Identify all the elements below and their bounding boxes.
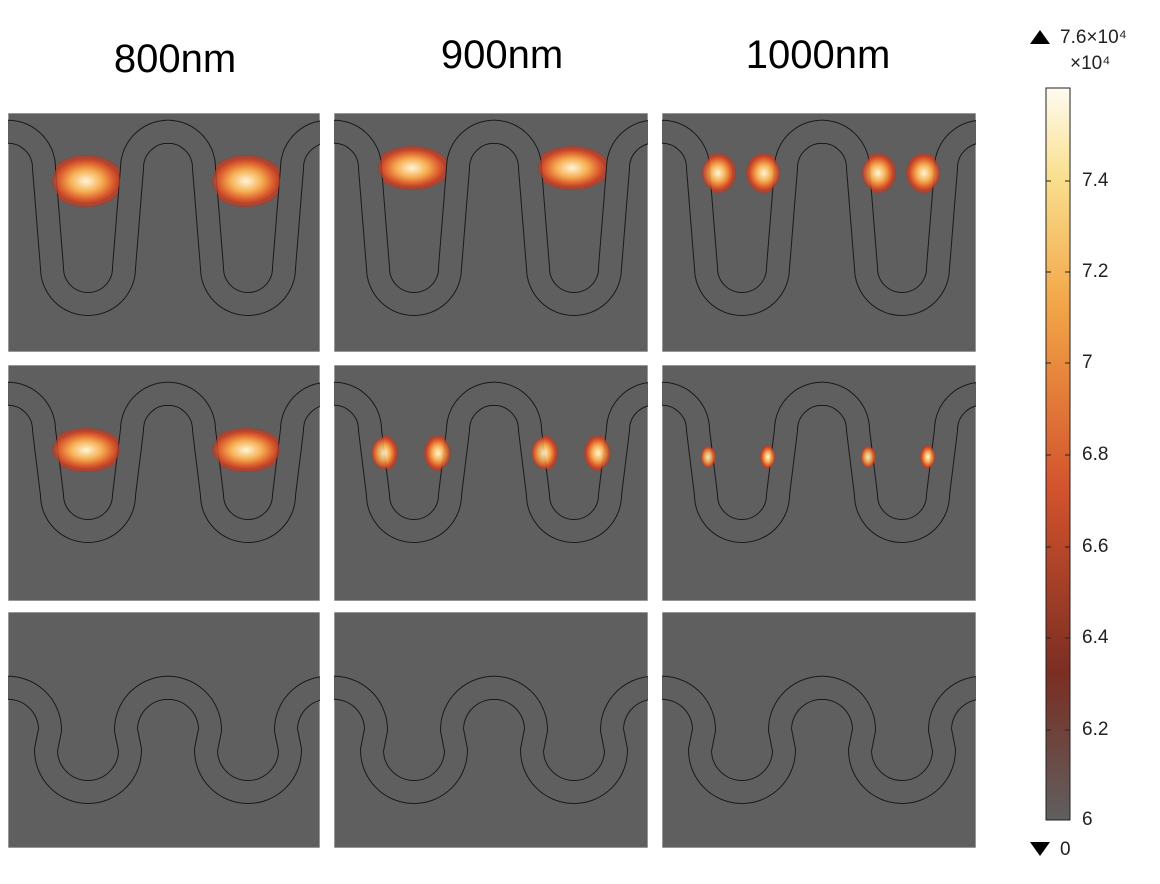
colorbar-tick-label: 7.4 bbox=[1082, 170, 1109, 191]
waveguide-core bbox=[8, 120, 320, 315]
field-hotspot bbox=[537, 148, 607, 188]
field-hotspot bbox=[211, 157, 281, 205]
field-hotspot bbox=[211, 430, 281, 470]
field-panel bbox=[334, 113, 648, 352]
waveguide-core bbox=[334, 120, 648, 315]
panels bbox=[8, 113, 976, 848]
field-hotspot bbox=[860, 446, 876, 468]
colorbar-tick-label: 6.4 bbox=[1082, 627, 1109, 648]
column-title: 1000nm bbox=[746, 33, 891, 77]
field-hotspot bbox=[531, 436, 557, 470]
colorbar-tick-label: 6.8 bbox=[1082, 444, 1108, 465]
waveguide-core bbox=[662, 120, 976, 315]
field-hotspot bbox=[747, 155, 781, 191]
field-hotspot bbox=[425, 436, 451, 470]
colorbar-min: 0 bbox=[1060, 839, 1071, 860]
field-hotspot bbox=[760, 446, 776, 468]
field-panel bbox=[334, 365, 648, 601]
waveguide-core bbox=[662, 382, 976, 542]
column-title: 800nm bbox=[114, 37, 236, 81]
waveguide-core bbox=[662, 676, 976, 803]
min-arrow bbox=[1030, 842, 1050, 856]
field-panel bbox=[334, 612, 648, 848]
field-hotspot bbox=[700, 446, 716, 468]
colorbar-unit: ×10⁴ bbox=[1070, 53, 1110, 74]
field-hotspot bbox=[861, 155, 895, 191]
waveguide-core bbox=[334, 382, 648, 542]
colorbar-tick-label: 6.6 bbox=[1082, 536, 1108, 557]
field-hotspot bbox=[377, 148, 447, 188]
field-panel bbox=[8, 612, 320, 848]
column-title: 900nm bbox=[441, 33, 563, 77]
field-hotspot bbox=[701, 155, 735, 191]
colorbar bbox=[1045, 87, 1071, 821]
max-arrow bbox=[1030, 30, 1050, 44]
waveguide-core bbox=[8, 676, 320, 803]
colorbar-max: 7.6×10⁴ bbox=[1060, 27, 1127, 48]
colorbar-tick-label: 6.2 bbox=[1082, 719, 1108, 740]
field-hotspot bbox=[51, 157, 121, 205]
colorbar-tick-label: 7.2 bbox=[1082, 261, 1108, 282]
field-hotspot bbox=[371, 436, 397, 470]
colorbar-ticks: 7.4 7.2 7 6.8 6.6 6.4 6.2 6 bbox=[1046, 170, 1109, 830]
field-hotspot bbox=[51, 430, 121, 470]
field-hotspot bbox=[585, 436, 611, 470]
field-panel bbox=[8, 113, 320, 352]
waveguide-core bbox=[334, 676, 648, 803]
field-panel bbox=[662, 113, 976, 352]
field-panel bbox=[662, 612, 976, 848]
waveguide-core bbox=[8, 382, 320, 542]
colorbar-tick-label: 7 bbox=[1082, 352, 1093, 373]
colorbar-tick-label: 6 bbox=[1082, 809, 1093, 830]
field-hotspot bbox=[920, 446, 936, 468]
field-panel bbox=[8, 365, 320, 601]
field-hotspot bbox=[907, 155, 941, 191]
field-panel bbox=[662, 365, 976, 601]
